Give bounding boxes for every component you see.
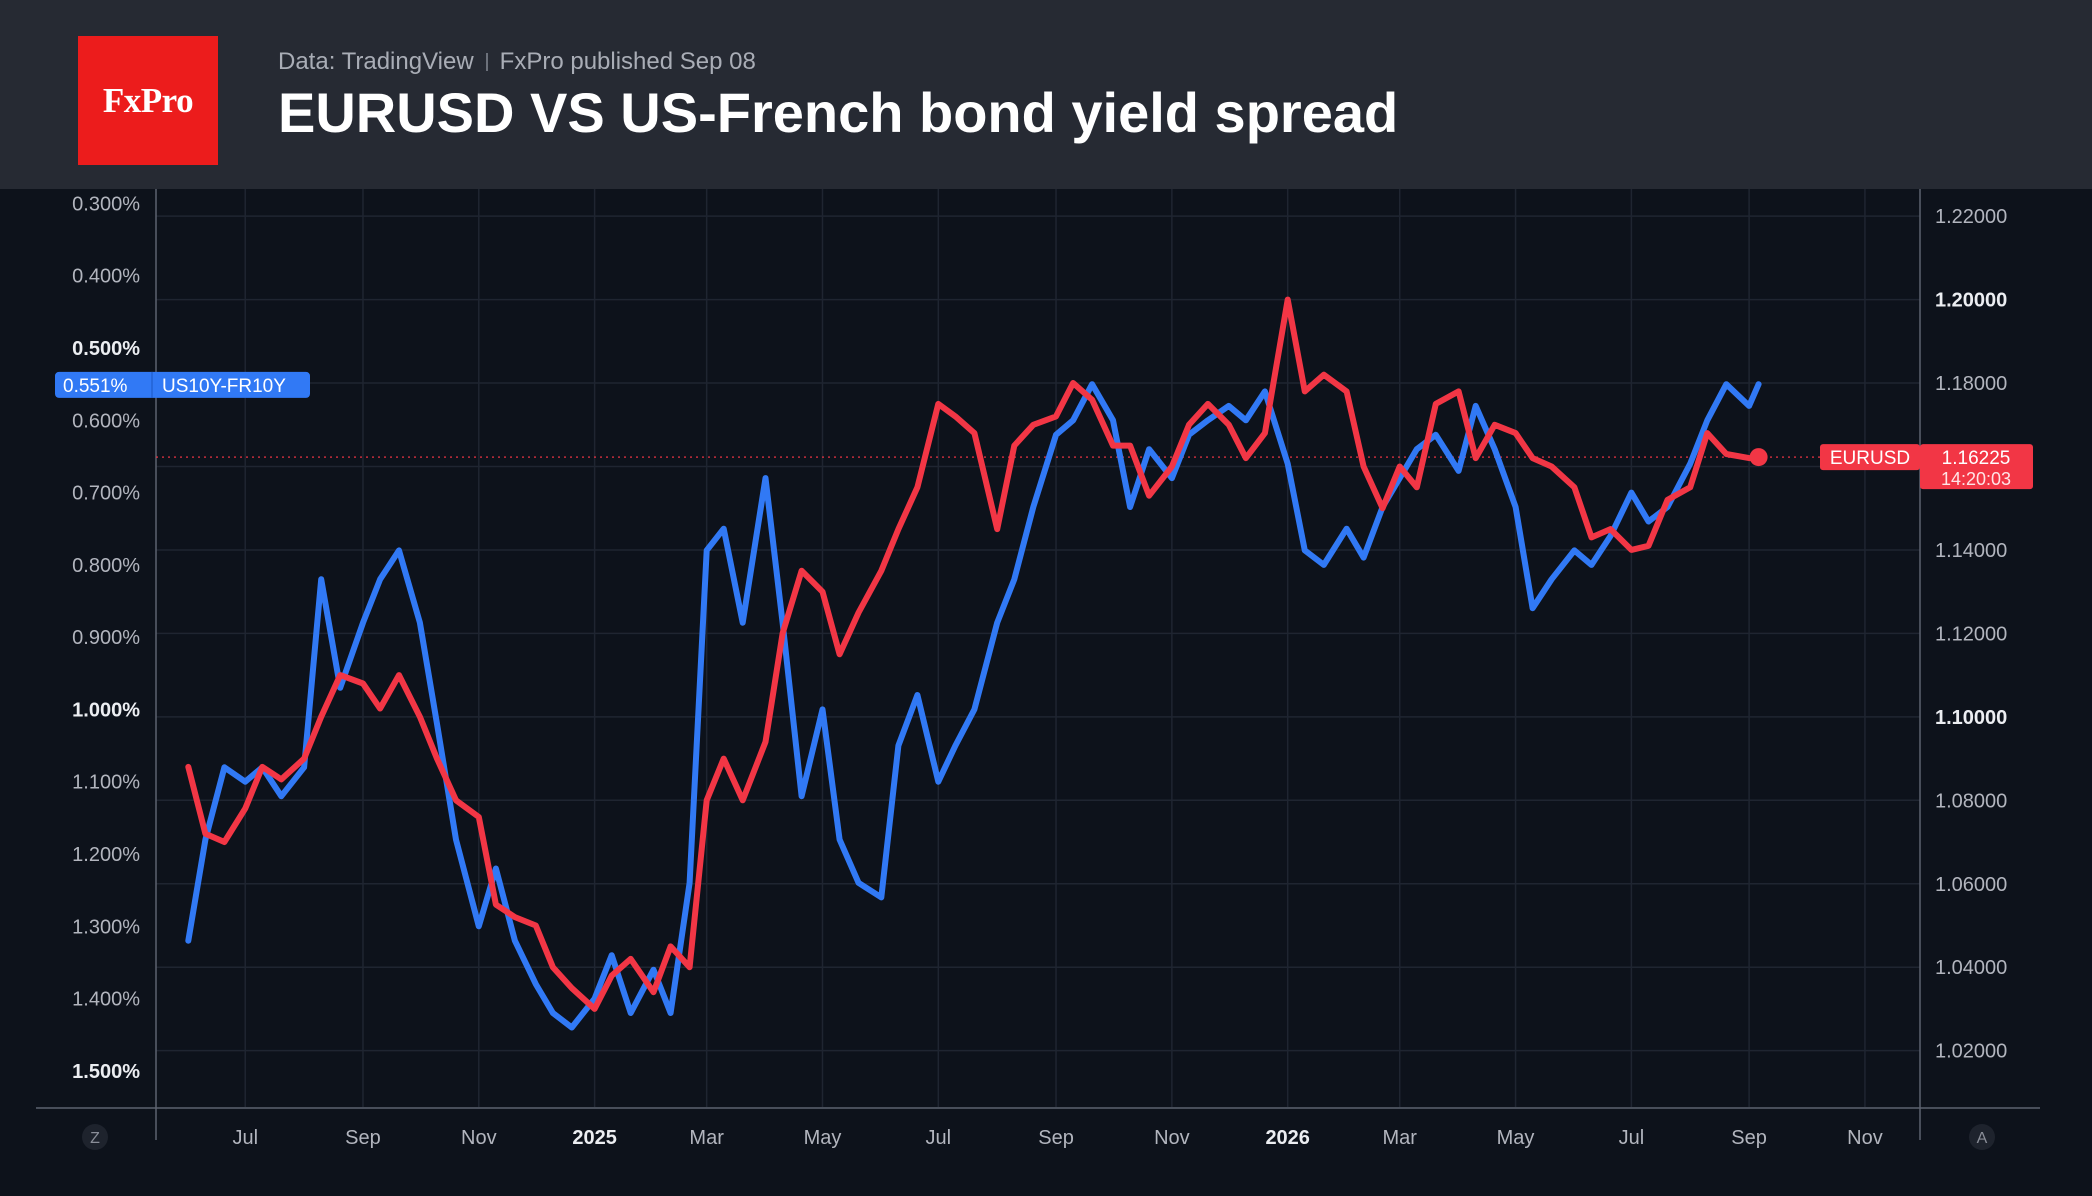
corner-label-right: A [1977, 1130, 1988, 1147]
x-tick-label: 2026 [1265, 1127, 1310, 1149]
right-axis-ticks: 1.220001.200001.180001.160001.140001.120… [1935, 206, 2007, 1063]
left-tick-label: 1.000% [72, 699, 140, 721]
source-line: Data: TradingView FxPro published Sep 08 [278, 48, 756, 76]
grid [156, 189, 1920, 1107]
eurusd-value-label: 1.16225 [1942, 448, 2011, 469]
left-tick-label: 0.600% [72, 410, 140, 432]
left-tick-label: 1.500% [72, 1061, 140, 1083]
x-tick-label: Nov [1154, 1127, 1190, 1149]
spread-value-badge [55, 371, 310, 398]
spread-series-name: US10Y-FR10Y [162, 376, 286, 397]
left-tick-label: 1.400% [72, 989, 140, 1011]
left-tick-label: 0.700% [72, 483, 140, 505]
fxpro-logo: FxPro [78, 36, 218, 165]
eurusd-value-badge [1920, 444, 2033, 490]
right-tick-label: 1.04000 [1935, 957, 2007, 979]
left-tick-label: 0.300% [72, 193, 140, 215]
right-tick-label: 1.02000 [1935, 1041, 2007, 1063]
right-tick-label: 1.18000 [1935, 373, 2007, 395]
x-tick-label: Mar [1382, 1127, 1417, 1149]
left-tick-label: 0.900% [72, 627, 140, 649]
axes [36, 189, 2040, 1140]
publish-info: FxPro published Sep 08 [499, 48, 756, 75]
separator [485, 53, 488, 71]
x-tick-label: May [1497, 1127, 1535, 1149]
corner-button-left[interactable] [82, 1124, 108, 1150]
left-axis-ticks: 0.300% 0.400% 0.500% 0.600% 0.700% 0.800% 0.90… [72, 193, 140, 1082]
series-line-eurusd[interactable] [185, 296, 1762, 1012]
x-tick-label: Jul [232, 1127, 258, 1149]
left-tick-label: 0.500% [72, 338, 140, 360]
left-tick-label: 1.100% [72, 772, 140, 794]
series-line-us10y-fr10y[interactable] [185, 381, 1762, 1031]
eurusd-series-name: EURUSD [1830, 448, 1910, 469]
right-tick-label: 1.10000 [1935, 707, 2007, 729]
chart-area[interactable]: 0.300% 0.400% 0.500% 0.600% 0.700% 0.800% 0.90… [0, 189, 2092, 1196]
x-tick-label: Jul [926, 1127, 952, 1149]
right-tick-label: 1.14000 [1935, 540, 2007, 562]
eurusd-countdown-label: 14:20:03 [1941, 469, 2011, 489]
right-tick-label: 1.22000 [1935, 206, 2007, 228]
corner-label-left: Z [90, 1130, 100, 1147]
chart-header: FxPro Data: TradingView FxPro published … [0, 0, 2092, 189]
x-axis-ticks: Jul Sep Nov 2025 Mar May Jul Sep Nov 2026 Mar May Ju… [82, 1124, 1995, 1150]
left-tick-label: 0.400% [72, 266, 140, 288]
x-tick-label: Jul [1619, 1127, 1645, 1149]
left-tick-label: 0.800% [72, 555, 140, 577]
right-tick-label: 1.20000 [1935, 290, 2007, 312]
x-tick-label: 2025 [572, 1127, 617, 1149]
x-tick-label: Mar [689, 1127, 724, 1149]
spread-value-label: 0.551% [63, 376, 128, 397]
eurusd-name-badge [1820, 444, 1920, 471]
x-tick-label: Nov [1847, 1127, 1883, 1149]
chart-title: EURUSD VS US-French bond yield spread [278, 81, 1399, 144]
right-tick-label: 1.06000 [1935, 874, 2007, 896]
corner-button-right[interactable] [1969, 1124, 1995, 1150]
left-tick-label: 1.200% [72, 844, 140, 866]
x-tick-label: May [804, 1127, 842, 1149]
x-tick-label: Sep [1731, 1127, 1767, 1149]
right-tick-label: 1.08000 [1935, 790, 2007, 812]
series[interactable] [156, 296, 1920, 1031]
data-source: Data: TradingView [278, 48, 474, 75]
x-tick-label: Sep [1038, 1127, 1074, 1149]
x-tick-label: Nov [461, 1127, 497, 1149]
right-tick-label: 1.12000 [1935, 623, 2007, 645]
left-tick-label: 1.300% [72, 916, 140, 938]
eurusd-last-point [1749, 448, 1768, 467]
x-tick-label: Sep [345, 1127, 381, 1149]
